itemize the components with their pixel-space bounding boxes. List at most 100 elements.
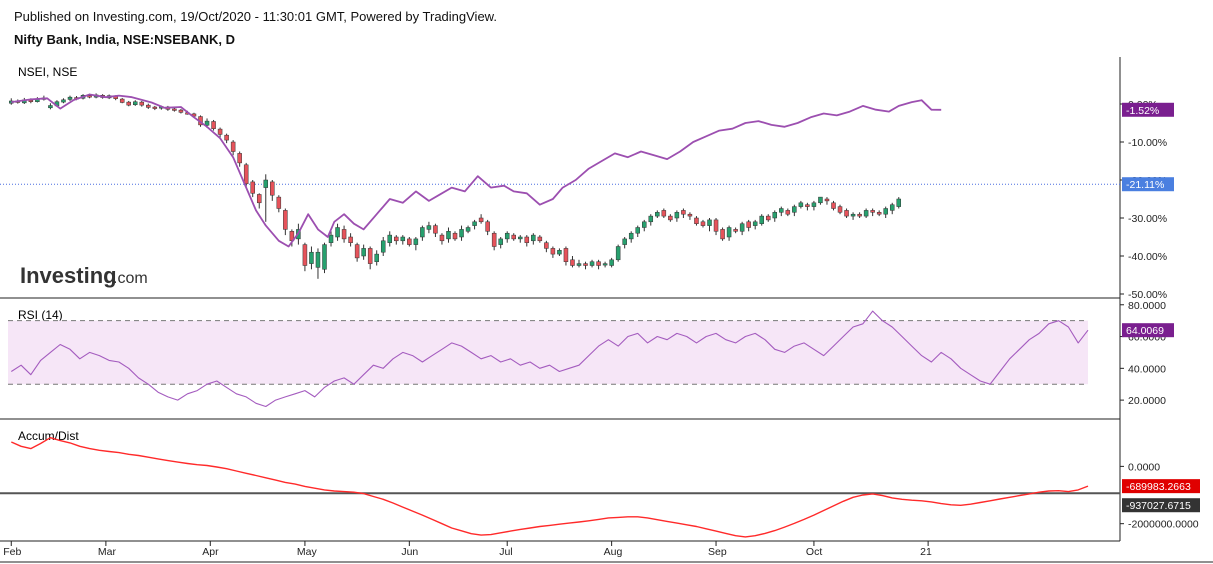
x-tick-label: 21 bbox=[920, 546, 932, 558]
chart-frame bbox=[0, 57, 1213, 563]
nsei-value-tag-bg bbox=[1122, 102, 1174, 117]
candle-up bbox=[707, 219, 712, 226]
candle-up bbox=[315, 251, 321, 268]
x-tick-label: May bbox=[297, 546, 318, 558]
candle-up bbox=[602, 263, 608, 266]
candle-up bbox=[459, 229, 464, 238]
rsi-value-tag-bg bbox=[1122, 323, 1174, 338]
candle-down bbox=[126, 101, 131, 106]
accum-dist-line bbox=[11, 437, 1089, 538]
pane-title-nsei: NSEI, NSE bbox=[18, 65, 77, 79]
candle-down bbox=[354, 244, 360, 259]
candle-down bbox=[367, 248, 373, 264]
accum-dist-value-tag: -689983.2663 bbox=[1126, 481, 1191, 493]
candle-down bbox=[596, 261, 601, 266]
candle-up bbox=[380, 240, 386, 253]
candle-down bbox=[570, 259, 575, 266]
candle-down bbox=[485, 221, 490, 232]
candle-up bbox=[635, 227, 640, 234]
candle-up bbox=[413, 238, 419, 245]
candle-down bbox=[237, 153, 242, 164]
y-tick-label: -2000000.0000 bbox=[1128, 519, 1199, 531]
logo-brand: Investing bbox=[20, 263, 117, 288]
candle-up bbox=[204, 120, 210, 126]
candle-up bbox=[335, 227, 340, 238]
candle-up bbox=[628, 232, 634, 240]
candle-up bbox=[48, 105, 53, 109]
candle-down bbox=[478, 217, 484, 223]
candle-up bbox=[622, 238, 627, 245]
last-price-tag-bg bbox=[1122, 177, 1174, 192]
candle-down bbox=[139, 101, 145, 106]
instrument-title: Nifty Bank, India, NSE:NSEBANK, D bbox=[14, 32, 236, 47]
y-tick-label: -10.00% bbox=[1128, 137, 1167, 149]
x-tick-label: Oct bbox=[806, 546, 822, 558]
candle-up bbox=[811, 202, 817, 207]
x-tick-label: Sep bbox=[708, 546, 727, 558]
candle-down bbox=[765, 215, 771, 221]
accum-dist-value-tag-bg bbox=[1122, 479, 1200, 494]
candle-down bbox=[172, 108, 177, 111]
candle-up bbox=[889, 204, 895, 211]
y-tick-label: 40.0000 bbox=[1128, 363, 1166, 375]
candle-up bbox=[739, 223, 745, 232]
candle-up bbox=[759, 215, 764, 224]
candle-down bbox=[152, 106, 158, 109]
y-tick-label: -40.00% bbox=[1128, 251, 1167, 263]
candle-down bbox=[178, 109, 184, 113]
candle-up bbox=[400, 236, 406, 242]
candle-up bbox=[648, 215, 654, 223]
candle-up bbox=[772, 212, 778, 219]
candle-down bbox=[119, 98, 125, 103]
accum-dist-reference-tag: -937027.6715 bbox=[1126, 500, 1191, 512]
candle-down bbox=[563, 248, 569, 262]
candle-down bbox=[256, 194, 262, 204]
candle-down bbox=[491, 232, 497, 247]
y-tick-label: 20.0000 bbox=[1128, 395, 1166, 407]
candle-up bbox=[518, 236, 523, 240]
candle-down bbox=[348, 236, 353, 243]
published-line: Published on Investing.com, 19/Oct/2020 … bbox=[14, 9, 497, 24]
candle-down bbox=[302, 244, 308, 266]
candle-down bbox=[524, 236, 530, 243]
candle-down bbox=[668, 215, 673, 221]
last-price-tag: -21.11% bbox=[1126, 179, 1164, 191]
candle-down bbox=[407, 238, 412, 245]
candle-up bbox=[465, 227, 471, 232]
y-tick-label: 80.0000 bbox=[1128, 300, 1166, 312]
candle-up bbox=[309, 251, 314, 264]
candle-down bbox=[870, 210, 875, 213]
candle-up bbox=[531, 234, 536, 242]
candle-down bbox=[211, 121, 216, 129]
rsi-value-tag: 64.0069 bbox=[1126, 325, 1164, 337]
candle-down bbox=[243, 164, 249, 185]
nsei-value-tag: -1.52% bbox=[1126, 105, 1159, 117]
x-tick-label: Apr bbox=[202, 546, 219, 558]
candle-down bbox=[433, 225, 438, 234]
candle-down bbox=[713, 219, 719, 232]
candle-down bbox=[230, 141, 236, 152]
candle-up bbox=[674, 212, 680, 219]
investing-logo: Investing .com bbox=[20, 263, 148, 288]
candle-down bbox=[687, 213, 693, 217]
candle-down bbox=[720, 229, 725, 240]
candle-down bbox=[785, 210, 791, 215]
candle-down bbox=[700, 221, 706, 226]
candle-down bbox=[537, 236, 543, 242]
pane-title-accum-dist: Accum/Dist bbox=[18, 429, 79, 443]
candle-down bbox=[876, 212, 882, 215]
nsei-line bbox=[11, 93, 942, 248]
pane-title-rsi: RSI (14) bbox=[18, 308, 63, 322]
candle-down bbox=[831, 202, 836, 209]
candle-down bbox=[550, 248, 556, 255]
candle-up bbox=[642, 221, 647, 228]
rsi-line bbox=[11, 310, 1089, 408]
logo-suffix: .com bbox=[113, 270, 148, 287]
candle-up bbox=[726, 227, 732, 238]
candle-up bbox=[576, 263, 582, 266]
candle-up bbox=[420, 227, 425, 238]
candle-up bbox=[896, 198, 902, 207]
candle-down bbox=[511, 234, 516, 240]
candle-up bbox=[557, 250, 562, 255]
